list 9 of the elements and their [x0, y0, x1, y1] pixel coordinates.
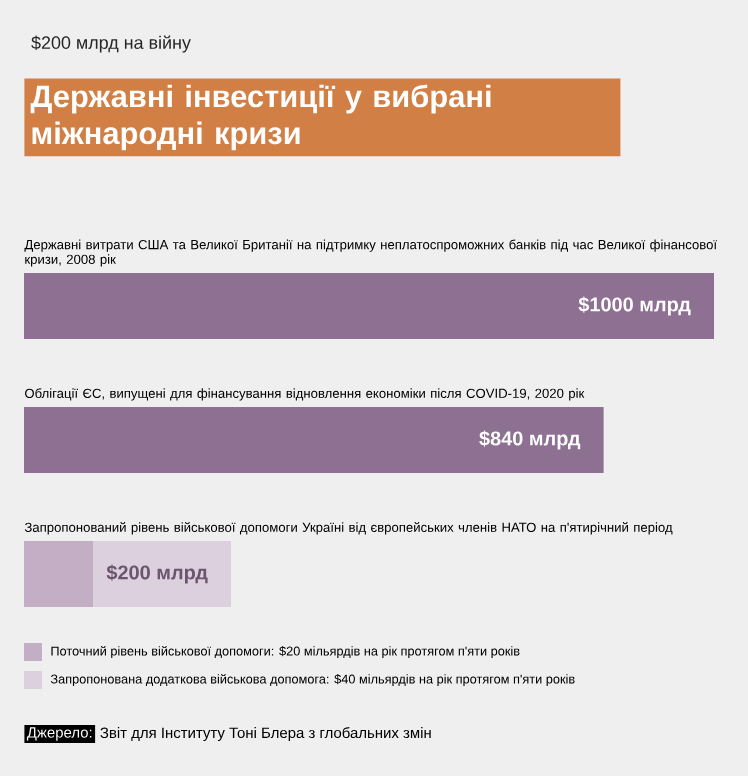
- chart-subtitle: $200 млрд на війну: [31, 35, 191, 53]
- data-label: $200 млрд: [106, 564, 208, 584]
- chart-title: Державні інвестиції у вибрані міжнародні кризи: [30, 84, 491, 151]
- bar: [24, 407, 604, 473]
- data-label: $840 млрд: [479, 430, 581, 450]
- bar: [93, 541, 231, 607]
- bar: [24, 273, 715, 339]
- data-label: $1000 млрд: [578, 296, 691, 316]
- bar: [24, 541, 93, 607]
